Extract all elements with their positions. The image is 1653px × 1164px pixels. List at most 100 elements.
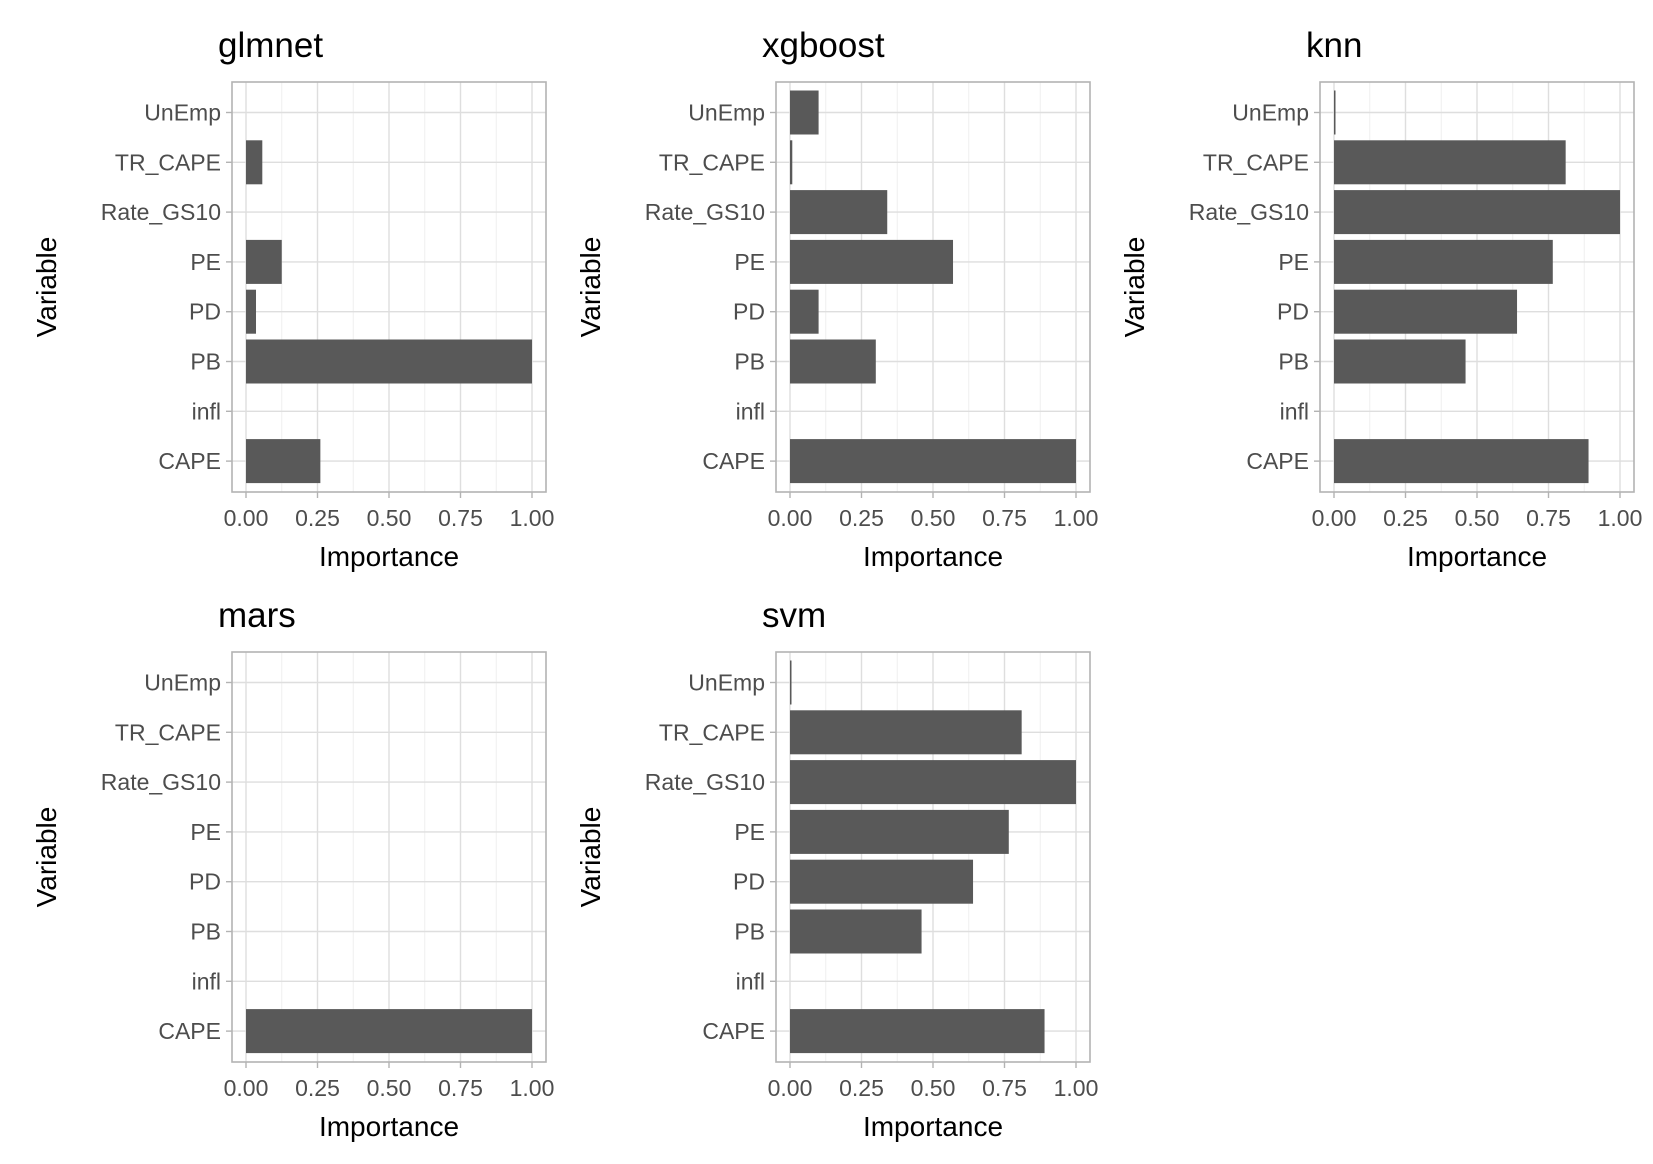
bar-CAPE: [1334, 439, 1589, 484]
x-axis-title: Importance: [863, 1111, 1003, 1142]
y-tick-label: CAPE: [1246, 448, 1309, 474]
y-tick-label: infl: [192, 398, 221, 424]
y-tick-label: infl: [192, 968, 221, 994]
y-tick-label: TR_CAPE: [659, 149, 765, 175]
bar-PD: [1334, 289, 1518, 334]
bar-PD: [246, 289, 257, 334]
y-tick-label: Rate_GS10: [101, 769, 221, 795]
x-tick-label: 0.75: [438, 505, 483, 531]
y-tick-label: TR_CAPE: [1203, 149, 1309, 175]
x-tick-label: 0.75: [982, 505, 1027, 531]
panel-title: mars: [218, 596, 296, 635]
chart-panel-glmnet: CAPE infl PB PD PE Rate_GS10 TR_CAPE UnEmp 0.00 0…: [31, 26, 554, 572]
x-tick-label: 0.25: [839, 1075, 884, 1101]
panel-title: knn: [1306, 26, 1362, 65]
bar-UnEmp: [790, 90, 819, 135]
y-tick-label: PE: [190, 819, 221, 845]
bar-PB: [1334, 339, 1466, 384]
bar-PB: [790, 909, 922, 954]
x-tick-label: 0.00: [768, 505, 813, 531]
y-tick-label: CAPE: [702, 448, 765, 474]
y-tick-label: Rate_GS10: [645, 769, 765, 795]
y-tick-label: PD: [733, 869, 765, 895]
bar-PD: [790, 859, 974, 904]
x-tick-label: 0.50: [367, 1075, 412, 1101]
x-tick-label: 0.50: [1455, 505, 1500, 531]
bar-CAPE: [790, 1009, 1045, 1054]
y-tick-label: PD: [1277, 299, 1309, 325]
bar-CAPE: [790, 439, 1076, 484]
bar-Rate_GS10: [1334, 190, 1620, 235]
y-tick-label: PE: [1278, 249, 1309, 275]
y-tick-label: PB: [190, 919, 221, 945]
bar-TR_CAPE: [246, 140, 263, 185]
panel-title: glmnet: [218, 26, 323, 65]
y-tick-label: CAPE: [158, 1018, 221, 1044]
y-tick-label: PE: [734, 819, 765, 845]
y-tick-label: PD: [189, 299, 221, 325]
panel-title: svm: [762, 596, 826, 635]
y-tick-label: UnEmp: [688, 100, 765, 126]
x-tick-label: 0.75: [982, 1075, 1027, 1101]
y-tick-label: Rate_GS10: [1189, 199, 1309, 225]
x-axis-title: Importance: [319, 541, 459, 572]
y-tick-label: PE: [734, 249, 765, 275]
y-tick-label: Rate_GS10: [101, 199, 221, 225]
bar-UnEmp: [1334, 90, 1336, 135]
bar-TR_CAPE: [1334, 140, 1566, 185]
bar-Rate_GS10: [790, 190, 888, 235]
x-tick-label: 0.00: [224, 505, 269, 531]
bar-PE: [246, 239, 282, 284]
x-tick-label: 1.00: [1054, 505, 1099, 531]
bar-Rate_GS10: [790, 760, 1076, 805]
x-tick-label: 1.00: [1054, 1075, 1099, 1101]
bar-TR_CAPE: [790, 710, 1022, 755]
x-tick-label: 0.00: [224, 1075, 269, 1101]
x-axis-title: Importance: [863, 541, 1003, 572]
y-axis-title: Variable: [1119, 237, 1150, 338]
y-axis-title: Variable: [575, 237, 606, 338]
x-tick-label: 0.75: [438, 1075, 483, 1101]
y-tick-label: infl: [1280, 398, 1309, 424]
bar-PD: [790, 289, 819, 334]
bar-UnEmp: [790, 660, 792, 705]
y-tick-label: PB: [734, 349, 765, 375]
y-tick-label: UnEmp: [688, 670, 765, 696]
y-tick-label: Rate_GS10: [645, 199, 765, 225]
y-tick-label: PB: [190, 349, 221, 375]
y-axis-title: Variable: [575, 807, 606, 908]
y-tick-label: UnEmp: [144, 100, 221, 126]
y-tick-label: PB: [1278, 349, 1309, 375]
chart-panel-xgboost: CAPE infl PB PD PE Rate_GS10 TR_CAPE UnEmp 0.00 0…: [575, 26, 1098, 572]
x-tick-label: 0.75: [1526, 505, 1571, 531]
chart-panel-mars: CAPE infl PB PD PE Rate_GS10 TR_CAPE UnEmp 0.00 0…: [31, 596, 554, 1142]
x-tick-label: 0.00: [768, 1075, 813, 1101]
y-tick-label: PB: [734, 919, 765, 945]
y-axis-title: Variable: [31, 807, 62, 908]
chart-panel-svm: CAPE infl PB PD PE Rate_GS10 TR_CAPE UnEmp 0.00 0…: [575, 596, 1098, 1142]
bar-PE: [790, 809, 1009, 854]
x-tick-label: 0.25: [295, 505, 340, 531]
x-tick-label: 1.00: [1598, 505, 1643, 531]
y-tick-label: CAPE: [158, 448, 221, 474]
y-tick-label: PE: [190, 249, 221, 275]
y-tick-label: UnEmp: [1232, 100, 1309, 126]
x-tick-label: 0.25: [839, 505, 884, 531]
bar-PE: [790, 239, 954, 284]
bar-CAPE: [246, 439, 321, 484]
bar-TR_CAPE: [790, 140, 793, 185]
x-tick-label: 1.00: [510, 1075, 555, 1101]
x-axis-title: Importance: [1407, 541, 1547, 572]
bar-PE: [1334, 239, 1553, 284]
x-tick-label: 0.25: [1383, 505, 1428, 531]
y-tick-label: infl: [736, 398, 765, 424]
y-tick-label: TR_CAPE: [115, 719, 221, 745]
x-tick-label: 0.50: [367, 505, 412, 531]
y-tick-label: PD: [733, 299, 765, 325]
panel-title: xgboost: [762, 26, 885, 65]
x-axis-title: Importance: [319, 1111, 459, 1142]
y-tick-label: CAPE: [702, 1018, 765, 1044]
bar-CAPE: [246, 1009, 532, 1054]
y-tick-label: infl: [736, 968, 765, 994]
